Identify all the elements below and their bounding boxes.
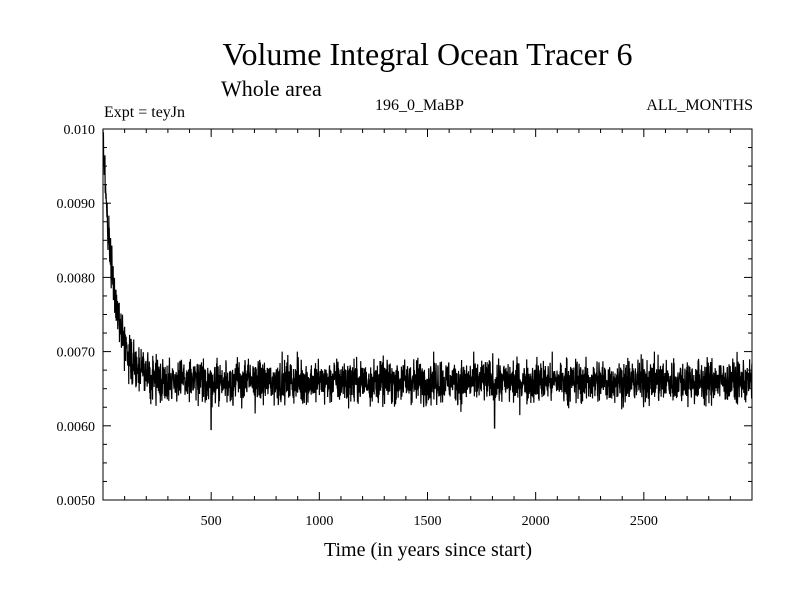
series-line: [102, 130, 753, 431]
x-tick-label: 500: [201, 514, 222, 529]
y-tick-label: 0.0060: [57, 420, 96, 435]
x-tick-label: 1500: [414, 514, 442, 529]
plot-frame: [102, 128, 753, 501]
chart-subtitle: Whole area: [221, 76, 322, 101]
y-tick-label: 0.010: [64, 123, 96, 138]
series-layer: [102, 130, 753, 431]
x-tick-label: 1000: [305, 514, 333, 529]
x-axis-ticks: 500 1000 1500 2000 2500: [124, 129, 731, 529]
x-tick-label: 2000: [522, 514, 550, 529]
period-label: 196_0_MaBP: [375, 97, 464, 114]
chart-title: Volume Integral Ocean Tracer 6: [222, 36, 633, 72]
y-tick-label: 0.0050: [57, 494, 96, 509]
y-tick-label: 0.0090: [57, 197, 96, 212]
y-axis-ticks: 0.0050 0.0060 0.0070 0.0080 0.0090 0.010: [57, 123, 752, 509]
y-tick-label: 0.0070: [57, 346, 96, 361]
x-axis-title: Time (in years since start): [324, 539, 532, 561]
x-tick-label: 2500: [630, 514, 658, 529]
experiment-label: Expt = teyJn: [104, 104, 186, 121]
y-tick-label: 0.0080: [57, 271, 96, 286]
months-label: ALL_MONTHS: [646, 97, 753, 114]
